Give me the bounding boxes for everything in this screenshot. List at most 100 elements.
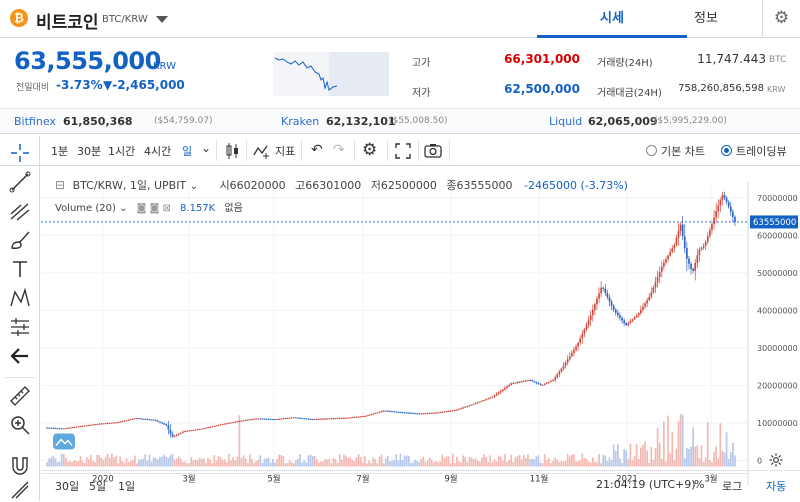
candle-body [529, 380, 531, 382]
coin-select-chevron-down-icon[interactable] [156, 16, 168, 23]
indicator-icon[interactable] [253, 143, 271, 159]
range-30d[interactable]: 30일 [55, 480, 80, 493]
candle-body [213, 425, 216, 427]
legend-chevron-down-icon[interactable]: ⌄ [189, 181, 199, 192]
redo-icon[interactable]: ↷ [333, 142, 345, 158]
interval-30min[interactable]: 30분 [77, 145, 102, 158]
volume-bar [361, 462, 364, 467]
text-tool-icon[interactable] [8, 257, 32, 281]
settings-icon[interactable]: ◙ [149, 203, 160, 214]
volume-bar [343, 454, 345, 467]
volume-bar [468, 456, 471, 467]
volume-bar [522, 455, 525, 467]
undo-icon[interactable]: ↶ [311, 142, 323, 158]
candle-body [361, 416, 364, 418]
volume-bar [259, 455, 262, 467]
interval-1hour[interactable]: 1시간 [108, 145, 136, 158]
candle-type-icon[interactable] [225, 143, 239, 159]
interval-1min[interactable]: 1분 [51, 145, 69, 158]
volume-bar [173, 459, 176, 467]
volume-bar [278, 454, 280, 467]
interval-4hour[interactable]: 4시간 [144, 145, 172, 158]
legend-symbol[interactable]: BTC/KRW, 1일, UPBIT [72, 179, 187, 192]
volume-label: 거래량(24H) [597, 58, 653, 69]
volume-bar [104, 456, 107, 467]
range-5d[interactable]: 5일 [89, 480, 107, 493]
volume-bar [131, 459, 134, 467]
candle-body [347, 417, 349, 419]
basic-chart-label[interactable]: 기본 차트 [661, 145, 705, 158]
candle-body [445, 411, 448, 413]
volume-bar [403, 455, 406, 467]
collapse-icon[interactable]: ⊟ [55, 178, 66, 192]
percent-toggle[interactable]: % [694, 478, 705, 491]
arrow-left-icon[interactable] [8, 344, 32, 368]
candle-body [422, 413, 425, 415]
brush-icon[interactable] [8, 228, 32, 252]
exchange-name[interactable]: Liquid [549, 115, 583, 128]
tab-info[interactable]: 정보 [694, 11, 718, 26]
crosshair-icon[interactable] [8, 141, 32, 165]
candle-body [575, 346, 577, 350]
time-tick-label: 2020 [92, 475, 114, 485]
volume-bar [311, 456, 314, 467]
candle-body [301, 418, 303, 420]
basic-chart-radio[interactable] [646, 145, 657, 156]
magnet-icon[interactable] [8, 454, 32, 478]
volume-bar [560, 460, 563, 467]
fib-retracement-icon[interactable] [8, 199, 32, 223]
volume-bar [123, 463, 126, 467]
candle-body [594, 304, 596, 310]
chart-settings-gear-icon[interactable] [768, 452, 784, 468]
candle-body [516, 382, 519, 384]
range-1d[interactable]: 1일 [118, 480, 136, 493]
measure-icon[interactable] [8, 315, 32, 339]
exchange-name[interactable]: Kraken [281, 115, 320, 128]
indicator-button[interactable]: 지표 [275, 145, 296, 158]
volume-bar [73, 459, 76, 467]
gear-icon[interactable]: ⚙ [762, 0, 800, 38]
coin-name[interactable]: 비트코인 [36, 13, 99, 33]
trade-value-unit: KRW [767, 85, 786, 94]
candle-body [460, 408, 462, 410]
volume-label[interactable]: Volume (20) [55, 203, 116, 214]
volume-chevron-down-icon[interactable]: ⌄ [119, 203, 128, 214]
exchange-usd: ($55,008.50) [389, 116, 448, 126]
settings-gear-icon[interactable]: ⚙ [362, 140, 378, 160]
volume-bar [621, 463, 623, 467]
fullscreen-icon[interactable] [395, 143, 411, 159]
ruler-icon[interactable] [8, 384, 32, 408]
candle-body [600, 287, 602, 294]
candle-body [399, 412, 402, 414]
candle-body [428, 412, 431, 414]
tradingview-radio[interactable] [721, 145, 732, 156]
tab-market-price[interactable]: 시세 [537, 0, 687, 38]
interval-1day[interactable]: 일 [182, 145, 193, 158]
candle-body [456, 409, 458, 411]
price-chart[interactable]: 70000000 60000000 50000000 40000000 30000000… [41, 166, 800, 501]
camera-icon[interactable] [424, 143, 442, 158]
toolbar-divider [418, 140, 419, 161]
eye-icon[interactable]: ◙ [136, 203, 147, 214]
interval-chevron-down-icon[interactable]: ⌄ [201, 141, 212, 155]
volume-bar [589, 462, 592, 467]
exchange-name[interactable]: Bitfinex [14, 115, 56, 128]
volume-bar [140, 459, 142, 467]
candle-body [556, 374, 559, 378]
volume-bar [512, 461, 515, 467]
zoom-in-icon[interactable] [8, 413, 32, 437]
volume-bar [485, 456, 487, 467]
candle-body [384, 410, 387, 412]
auto-toggle[interactable]: 자동 [766, 480, 787, 493]
tradingview-label[interactable]: 트레이딩뷰 [736, 145, 787, 158]
volume-bar [548, 458, 550, 467]
volume-bar [633, 456, 636, 467]
remove-icon[interactable]: ⊠ [162, 203, 171, 214]
log-toggle[interactable]: 로그 [722, 480, 743, 493]
volume-bar [77, 461, 80, 467]
pattern-icon[interactable] [8, 286, 32, 310]
lock-drawings-icon[interactable] [8, 478, 32, 502]
candle-body [236, 421, 239, 423]
volume-bar [686, 447, 688, 467]
trend-line-icon[interactable] [8, 170, 32, 194]
